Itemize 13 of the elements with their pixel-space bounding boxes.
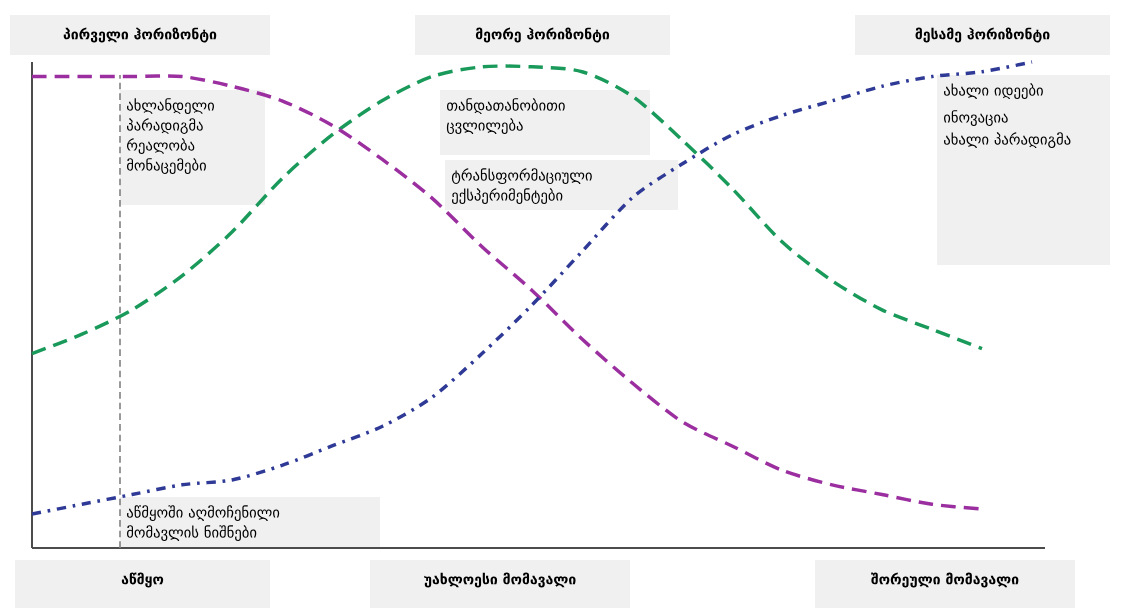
text: პირველი ჰორიზონტი (63, 27, 217, 43)
annotation: ინოვაცია (943, 110, 1008, 126)
annotation: ახალი პარადიგმა (943, 132, 1071, 148)
text: უახლოესი მომავალი (424, 572, 576, 588)
annotation: აწმყოში აღმოჩენილი მომავლის ნიშნები (126, 505, 280, 541)
text: შორეული მომავალი (871, 572, 1019, 588)
annotation: ახლანდელი პარადიგმა რეალობა მონაცემები (126, 98, 215, 174)
text: მეორე ჰორიზონტი (475, 27, 610, 43)
text: მესამე ჰორიზონტი (915, 27, 1050, 43)
annotation: თანდათანობითი ცვლილება (446, 98, 565, 134)
annotation: ტრანსფორმაციული ექსპერიმენტები (451, 168, 592, 204)
text: აწმყო (121, 572, 164, 588)
annotation: ახალი იდეები (943, 83, 1043, 99)
